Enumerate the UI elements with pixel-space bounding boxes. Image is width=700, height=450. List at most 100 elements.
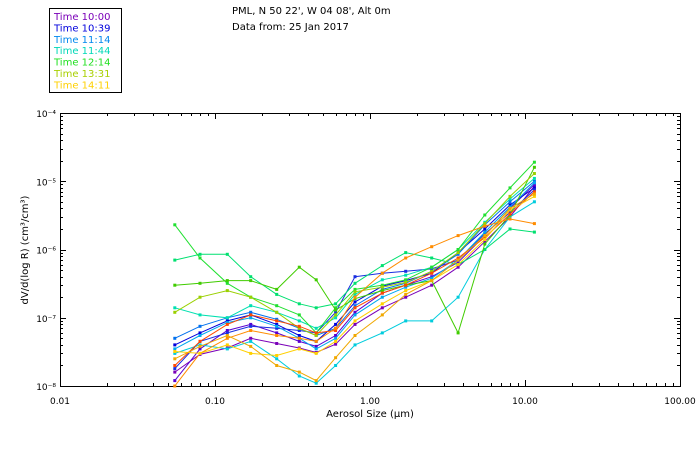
- data-point: [508, 194, 512, 198]
- data-point: [483, 222, 487, 226]
- data-point: [353, 313, 357, 317]
- series-line: [173, 227, 536, 310]
- data-point: [532, 190, 536, 194]
- legend-entry: Time 14:11: [53, 80, 110, 91]
- data-point: [334, 356, 338, 360]
- data-point: [404, 292, 408, 296]
- data-point: [380, 302, 384, 306]
- series-line: [173, 182, 536, 383]
- data-point: [314, 331, 318, 335]
- series-path: [174, 178, 535, 329]
- data-point: [483, 224, 487, 228]
- data-point: [508, 197, 512, 201]
- data-point: [173, 223, 177, 227]
- data-point: [380, 313, 384, 317]
- data-point: [334, 339, 338, 343]
- data-point: [483, 236, 487, 239]
- data-point: [380, 306, 384, 310]
- data-point: [314, 334, 318, 337]
- data-point: [198, 344, 202, 348]
- data-point: [275, 324, 279, 328]
- data-point: [225, 343, 229, 347]
- data-point: [456, 295, 460, 299]
- data-point: [430, 269, 434, 273]
- data-point: [297, 326, 301, 330]
- data-point: [532, 165, 536, 169]
- data-point: [532, 230, 536, 234]
- data-point: [173, 347, 177, 351]
- data-point: [249, 351, 253, 355]
- data-point: [380, 283, 384, 287]
- data-point: [225, 347, 229, 351]
- data-point: [353, 306, 357, 310]
- data-point: [198, 252, 202, 256]
- data-point: [249, 313, 253, 317]
- data-point: [532, 172, 536, 175]
- data-point: [483, 227, 487, 231]
- data-point: [334, 336, 338, 340]
- series-path: [174, 189, 535, 369]
- data-point: [225, 329, 229, 332]
- data-point: [334, 313, 338, 317]
- data-point: [430, 245, 434, 249]
- data-point: [532, 182, 536, 186]
- data-point: [297, 374, 301, 378]
- series-path: [174, 182, 535, 350]
- data-point: [275, 334, 279, 337]
- data-point: [297, 329, 301, 332]
- data-point: [380, 285, 384, 289]
- data-point: [380, 295, 384, 299]
- data-point: [353, 287, 357, 291]
- chart-title-line2: Data from: 25 Jan 2017: [232, 22, 349, 33]
- data-point: [275, 342, 279, 345]
- data-point: [297, 313, 301, 317]
- data-point: [198, 351, 202, 355]
- series-path: [174, 180, 535, 339]
- y-tick-label: 10⁻⁵: [36, 178, 56, 188]
- data-point: [249, 336, 253, 340]
- data-point: [275, 287, 279, 291]
- data-point: [249, 324, 253, 328]
- series-line: [173, 160, 536, 335]
- data-point: [198, 256, 202, 260]
- x-tick-label: 100.00: [664, 397, 696, 407]
- data-point: [456, 251, 460, 255]
- data-point: [353, 290, 357, 294]
- data-point: [297, 324, 301, 328]
- data-point: [275, 304, 279, 308]
- data-point: [225, 334, 229, 337]
- data-point: [404, 285, 408, 289]
- data-point: [249, 275, 253, 279]
- data-point: [297, 370, 301, 374]
- data-point: [532, 184, 536, 188]
- series-line: [173, 194, 536, 357]
- legend-entry: Time 11:44: [53, 46, 110, 57]
- data-point: [353, 292, 357, 296]
- data-point: [173, 351, 177, 355]
- data-point: [249, 329, 253, 332]
- data-point: [275, 354, 279, 357]
- data-point: [508, 217, 512, 221]
- series-line: [173, 200, 536, 385]
- data-point: [225, 336, 229, 340]
- data-point: [198, 334, 202, 337]
- x-tick-label: 1.00: [360, 397, 380, 407]
- data-point: [380, 271, 384, 275]
- data-point: [198, 281, 202, 285]
- data-point: [173, 350, 177, 353]
- data-point: [275, 310, 279, 314]
- data-point: [297, 339, 301, 343]
- data-point: [532, 222, 536, 226]
- data-point: [508, 210, 512, 214]
- data-point: [353, 343, 357, 347]
- data-point: [275, 331, 279, 335]
- data-point: [456, 331, 460, 335]
- data-point: [225, 279, 229, 283]
- data-point: [275, 319, 279, 323]
- data-point: [353, 281, 357, 285]
- data-point: [334, 326, 338, 330]
- data-point: [334, 342, 338, 346]
- y-tick-label: 10⁻⁷: [36, 315, 56, 325]
- data-point: [314, 306, 318, 310]
- data-point: [456, 252, 460, 256]
